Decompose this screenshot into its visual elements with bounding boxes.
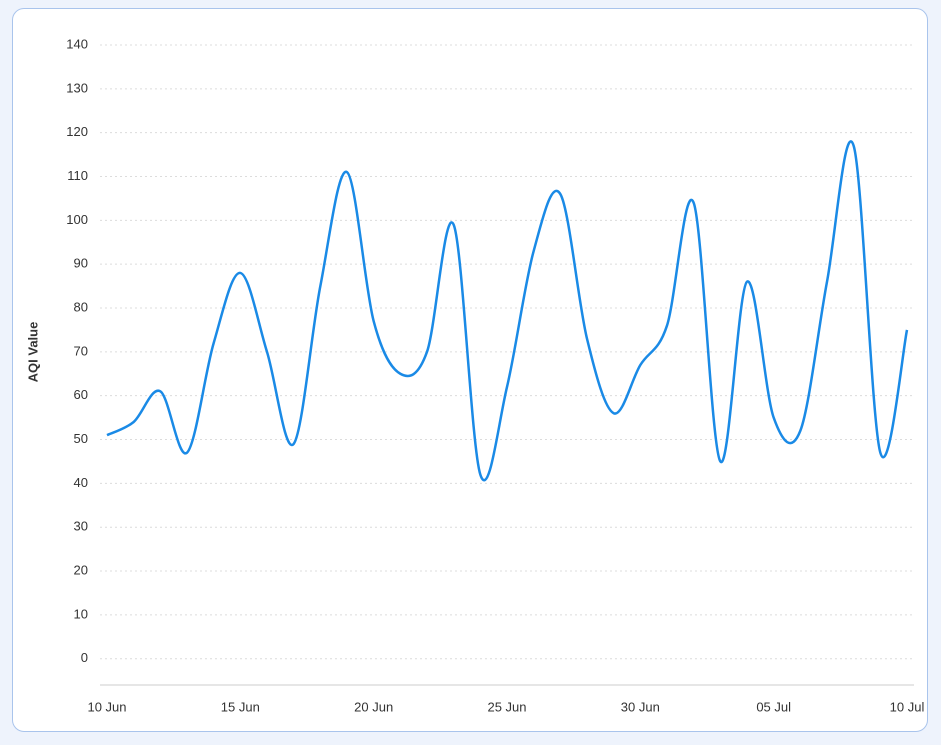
y-tick-label: 110 xyxy=(67,168,88,183)
y-tick-label: 80 xyxy=(74,299,88,314)
y-tick-label: 60 xyxy=(74,387,88,402)
y-tick-label: 40 xyxy=(74,475,88,490)
y-tick-label: 10 xyxy=(74,606,88,621)
x-tick-label: 30 Jun xyxy=(621,699,660,714)
y-tick-label: 130 xyxy=(66,80,88,95)
y-tick-label: 30 xyxy=(74,519,88,534)
y-tick-label: 50 xyxy=(74,431,88,446)
y-tick-label: 20 xyxy=(74,562,88,577)
x-tick-label: 10 Jul xyxy=(890,699,925,714)
y-tick-label: 70 xyxy=(74,343,88,358)
y-tick-label: 140 xyxy=(66,36,88,51)
x-tick-label: 25 Jun xyxy=(487,699,526,714)
x-tick-label: 20 Jun xyxy=(354,699,393,714)
y-tick-label: 90 xyxy=(74,256,88,271)
x-tick-label: 05 Jul xyxy=(756,699,791,714)
y-tick-label: 120 xyxy=(66,124,88,139)
y-tick-label: 0 xyxy=(81,650,88,665)
x-tick-label: 10 Jun xyxy=(87,699,126,714)
y-axis-label: AQI Value xyxy=(25,322,40,383)
line-series xyxy=(106,140,909,482)
x-tick-label: 15 Jun xyxy=(221,699,260,714)
y-tick-label: 100 xyxy=(66,212,88,227)
